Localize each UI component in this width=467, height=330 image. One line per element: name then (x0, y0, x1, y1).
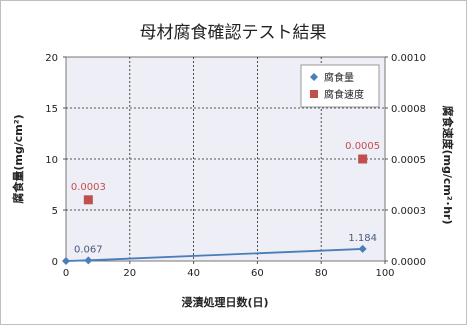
legend-marker-diamond (310, 73, 318, 81)
x-tick-label: 0 (63, 268, 69, 279)
y-tick-label: 0 (52, 257, 58, 268)
y-axis-label: 腐食量(mg/cm²) (11, 114, 25, 203)
x-tick-label: 60 (251, 268, 264, 279)
data-point-diamond (62, 257, 70, 265)
y2-tick-label: 0.0010 (391, 53, 426, 64)
data-point-square (83, 195, 93, 205)
data-label: 0.0005 (345, 141, 380, 152)
y-tick-label: 5 (52, 206, 58, 217)
legend-marker-square (310, 90, 318, 98)
chart-title: 母材腐食確認テスト結果 (140, 23, 327, 43)
y-tick-label: 15 (45, 104, 58, 115)
legend-label: 腐食量 (324, 71, 354, 84)
legend-box (300, 64, 380, 108)
y2-tick-label: 0.0008 (391, 104, 426, 115)
data-point-diamond (358, 244, 367, 253)
y2-tick-label: 0.0005 (391, 155, 426, 166)
y2-tick-label: 0.0003 (391, 206, 426, 217)
x-tick-label: 40 (187, 268, 200, 279)
data-label: 0.067 (74, 244, 103, 255)
data-point-square (358, 154, 368, 164)
data-point-diamond (84, 256, 93, 265)
legend-label: 腐食速度 (324, 88, 364, 101)
grid-lines (66, 57, 385, 261)
data-label: 1.184 (348, 233, 377, 244)
x-tick-label: 20 (123, 268, 136, 279)
y-tick-label: 20 (45, 53, 58, 64)
x-tick-label: 80 (315, 268, 328, 279)
data-label: 0.0003 (71, 182, 106, 193)
data-marks: 0.067 1.184 0.0003 0.0005 (62, 141, 380, 265)
x-tick-label: 100 (375, 268, 394, 279)
y2-tick-label: 0.0000 (391, 257, 426, 268)
x-axis-label: 浸漬処理日数(日) (181, 295, 268, 309)
y-tick-label: 10 (45, 155, 58, 166)
y2-axis-label: 腐食速度(mg/cm²･hr) (441, 106, 455, 225)
